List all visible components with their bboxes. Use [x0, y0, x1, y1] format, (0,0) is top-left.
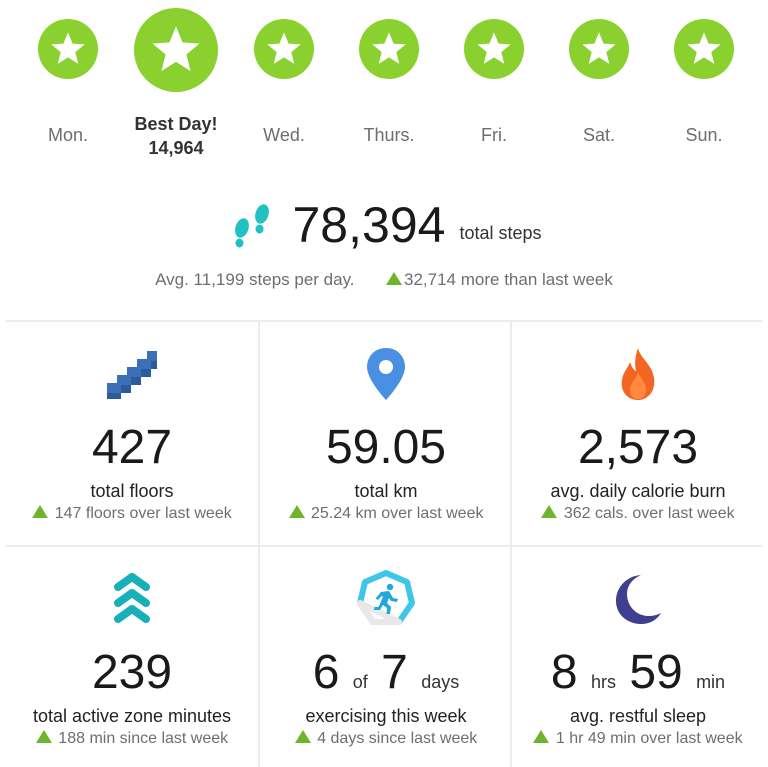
best-day-label: Best Day! 14,964 — [96, 112, 256, 160]
steps-total: 78,394 — [292, 197, 446, 253]
divider — [258, 320, 260, 767]
chevrons-up-icon — [102, 569, 162, 629]
calories-label: avg. daily calorie burn — [550, 481, 726, 501]
distance-change-row: 25.24 km over last week — [260, 505, 512, 523]
sleep-minutes: 59 — [629, 646, 683, 699]
runner-hexagon-icon — [356, 569, 416, 629]
steps-average: Avg. 11,199 steps per day. — [155, 270, 355, 289]
day-star-sun[interactable] — [674, 19, 734, 79]
distance-label: total km — [354, 481, 418, 501]
sleep-value: 8 hrs 59 min — [512, 645, 764, 700]
up-arrow-icon — [288, 505, 305, 518]
best-day-steps: 14,964 — [148, 138, 204, 158]
footprints-icon — [234, 204, 269, 248]
calories-change: 362 cals. over last week — [563, 505, 735, 522]
up-arrow-icon — [533, 730, 550, 743]
star-icon — [152, 26, 200, 72]
star-icon — [51, 32, 85, 64]
sleep-hours: 8 — [550, 646, 578, 699]
stats-grid: 427 total floors 147 floors over last we… — [6, 320, 762, 767]
floors-change-row: 147 floors over last week — [6, 505, 258, 523]
tile-floors[interactable]: 427 total floors 147 floors over last we… — [6, 322, 258, 546]
up-arrow-icon — [541, 505, 558, 518]
tile-active-zone-minutes[interactable]: 239 total active zone minutes 188 min si… — [6, 547, 258, 767]
exercise-days-unit: days — [421, 672, 460, 692]
exercise-days-goal: 7 — [381, 646, 408, 699]
day-label-thurs: Thurs. — [363, 125, 415, 145]
best-day-title: Best Day! — [134, 114, 218, 134]
azm-change-row: 188 min since last week — [6, 730, 258, 748]
day-label-sat: Sat. — [582, 125, 616, 145]
tile-calories[interactable]: 2,573 avg. daily calorie burn 362 cals. … — [512, 322, 764, 546]
sleep-change-row: 1 hr 49 min over last week — [512, 730, 764, 748]
azm-label: total active zone minutes — [32, 706, 232, 726]
steps-subline: Avg. 11,199 steps per day. 32,714 more t… — [0, 270, 768, 290]
day-star-best[interactable] — [134, 8, 218, 92]
up-arrow-icon — [294, 730, 311, 743]
steps-unit: total steps — [459, 222, 542, 243]
azm-change: 188 min since last week — [58, 730, 229, 747]
sleep-label: avg. restful sleep — [569, 706, 707, 726]
star-icon — [267, 32, 301, 64]
up-arrow-icon — [386, 272, 403, 285]
day-star-wed[interactable] — [254, 19, 314, 79]
tile-exercise-days[interactable]: 6 of 7 days exercising this week 4 days … — [260, 547, 512, 767]
stairs-icon — [102, 344, 162, 404]
exercise-change-row: 4 days since last week — [260, 730, 512, 748]
azm-value: 239 — [91, 646, 173, 699]
star-icon — [477, 32, 511, 64]
flame-icon — [608, 344, 668, 404]
tile-distance[interactable]: 59.05 total km 25.24 km over last week — [260, 322, 512, 546]
day-label-fri: Fri. — [481, 125, 507, 145]
day-label-wed: Wed. — [263, 125, 305, 145]
distance-value: 59.05 — [325, 421, 447, 474]
up-arrow-icon — [32, 505, 49, 518]
divider — [510, 320, 512, 767]
day-star-thurs[interactable] — [359, 19, 419, 79]
day-label-mon: Mon. — [47, 125, 89, 145]
exercise-change: 4 days since last week — [317, 730, 478, 747]
steps-change: 32,714 more than last week — [404, 270, 613, 289]
star-icon — [582, 32, 616, 64]
floors-change: 147 floors over last week — [54, 505, 232, 522]
day-star-mon[interactable] — [38, 19, 98, 79]
day-star-sat[interactable] — [569, 19, 629, 79]
calories-change-row: 362 cals. over last week — [512, 505, 764, 523]
sleep-change: 1 hr 49 min over last week — [555, 730, 743, 747]
exercise-days-done: 6 — [312, 646, 340, 699]
calories-value: 2,573 — [577, 421, 699, 474]
steps-summary: 78,394 total steps Avg. 11,199 steps per… — [0, 190, 768, 310]
week-summary: Mon. Best Day! 14,964 Wed. Thurs. Fri. S… — [0, 0, 768, 170]
exercise-of: of — [352, 672, 368, 692]
distance-change: 25.24 km over last week — [310, 505, 484, 522]
floors-label: total floors — [90, 481, 174, 501]
exercise-label: exercising this week — [305, 706, 467, 726]
sleep-hours-unit: hrs — [590, 672, 616, 692]
divider — [6, 545, 762, 547]
star-icon — [372, 32, 406, 64]
day-star-fri[interactable] — [464, 19, 524, 79]
up-arrow-icon — [35, 730, 52, 743]
location-pin-icon — [356, 344, 416, 404]
day-label-sun: Sun. — [685, 125, 723, 145]
steps-total-row: 78,394 total steps — [0, 190, 768, 260]
floors-value: 427 — [91, 421, 173, 474]
sleep-minutes-unit: min — [696, 672, 726, 692]
divider — [6, 320, 762, 322]
star-icon — [687, 32, 721, 64]
moon-icon — [608, 569, 668, 629]
tile-sleep[interactable]: 8 hrs 59 min avg. restful sleep 1 hr 49 … — [512, 547, 764, 767]
exercise-value: 6 of 7 days — [260, 645, 512, 700]
